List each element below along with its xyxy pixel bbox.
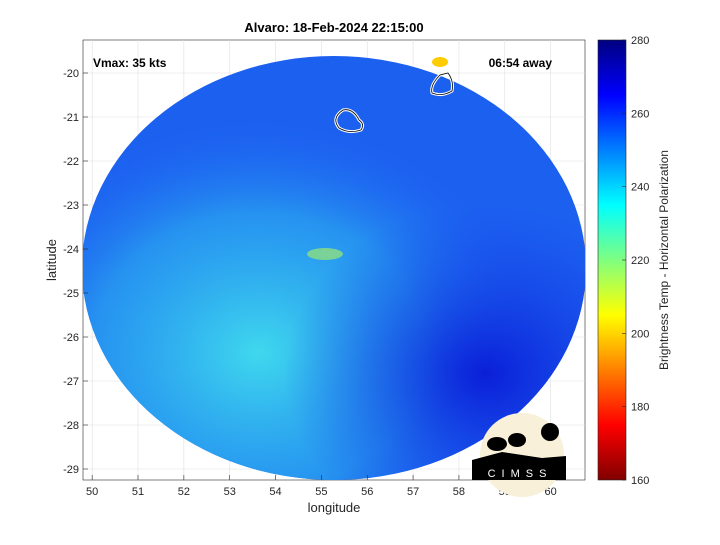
colorbar-tick-label: 180 xyxy=(631,402,649,414)
time-offset-label: 06:54 away xyxy=(489,56,553,70)
colorbar-tick-label: 280 xyxy=(631,35,649,47)
axis-ticks: 5051525354555657585960-20-21-22-23-24-25… xyxy=(63,68,557,498)
x-tick-label: 56 xyxy=(361,486,373,498)
x-tick-label: 53 xyxy=(224,486,236,498)
swath xyxy=(83,56,585,480)
x-tick-label: 58 xyxy=(453,486,465,498)
contour-2-inner xyxy=(431,72,453,95)
y-tick-label: -21 xyxy=(63,112,79,124)
warm-spot xyxy=(307,248,343,260)
y-tick-label: -26 xyxy=(63,332,79,344)
chart-title: Alvaro: 18-Feb-2024 22:15:00 xyxy=(244,20,423,35)
colorbar-ticks: 160 180 200 220 240 260 280 xyxy=(622,35,649,487)
x-tick-label: 50 xyxy=(86,486,98,498)
x-tick-label: 57 xyxy=(407,486,419,498)
x-tick-label: 60 xyxy=(544,486,556,498)
colorbar-tick-label: 240 xyxy=(631,182,649,194)
y-tick-label: -28 xyxy=(63,420,79,432)
colorbar-tick-label: 160 xyxy=(631,475,649,487)
x-axis-label: longitude xyxy=(308,500,361,515)
y-tick-label: -29 xyxy=(63,464,79,476)
y-tick-label: -23 xyxy=(63,200,79,212)
x-tick-label: 52 xyxy=(178,486,190,498)
y-tick-label: -27 xyxy=(63,376,79,388)
y-tick-label: -25 xyxy=(63,288,79,300)
y-tick-label: -22 xyxy=(63,156,79,168)
y-axis-label: latitude xyxy=(44,239,59,281)
x-tick-label: 55 xyxy=(315,486,327,498)
contour-1-inner xyxy=(335,109,363,132)
warm-spot-north xyxy=(432,57,448,67)
x-tick-label: 51 xyxy=(132,486,144,498)
colorbar xyxy=(597,39,627,481)
x-tick-label: 54 xyxy=(269,486,281,498)
colorbar-label: Brightness Temp - Horizontal Polarizatio… xyxy=(657,150,671,370)
colorbar-tick-label: 260 xyxy=(631,108,649,120)
vmax-label: Vmax: 35 kts xyxy=(93,56,167,70)
colorbar-tick-label: 200 xyxy=(631,328,649,340)
cimss-logo: CIMSS xyxy=(472,413,566,497)
colorbar-tick-label: 220 xyxy=(631,255,649,267)
y-tick-label: -24 xyxy=(63,244,79,256)
logo-text: CIMSS xyxy=(488,468,553,480)
y-tick-label: -20 xyxy=(63,68,79,80)
swath-cold-region xyxy=(83,56,585,480)
